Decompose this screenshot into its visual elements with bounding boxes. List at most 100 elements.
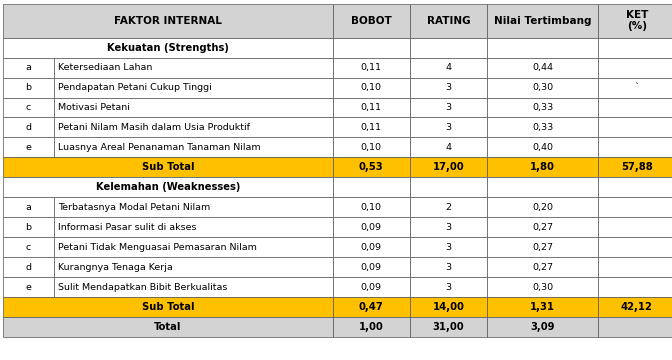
Bar <box>333 237 410 257</box>
Bar <box>487 237 598 257</box>
Bar <box>598 237 672 257</box>
Text: Petani Tidak Menguasai Pemasaran Nilam: Petani Tidak Menguasai Pemasaran Nilam <box>58 243 257 252</box>
Bar <box>487 98 598 117</box>
Bar <box>3 257 54 277</box>
Bar <box>54 138 333 157</box>
Text: 1,80: 1,80 <box>530 162 555 172</box>
Text: Sub Total: Sub Total <box>142 302 194 312</box>
Text: 2: 2 <box>446 203 452 212</box>
Bar <box>598 277 672 297</box>
Bar <box>410 317 487 337</box>
Text: 0,53: 0,53 <box>359 162 384 172</box>
Bar <box>3 58 54 77</box>
Text: 0,27: 0,27 <box>532 263 553 272</box>
Bar <box>598 77 672 98</box>
Text: Motivasi Petani: Motivasi Petani <box>58 103 130 112</box>
Bar <box>598 117 672 138</box>
Bar <box>598 37 672 58</box>
Bar <box>598 297 672 317</box>
Bar <box>3 157 333 177</box>
Bar <box>598 58 672 77</box>
Text: Total: Total <box>155 322 181 332</box>
Bar <box>54 277 333 297</box>
Text: 3: 3 <box>446 243 452 252</box>
Bar <box>598 317 672 337</box>
Text: 17,00: 17,00 <box>433 162 464 172</box>
Bar <box>410 157 487 177</box>
Text: d: d <box>26 123 32 132</box>
Bar <box>487 37 598 58</box>
Bar <box>3 98 54 117</box>
Text: 0,33: 0,33 <box>532 123 553 132</box>
Text: KET
(%): KET (%) <box>626 10 648 31</box>
Bar <box>54 197 333 217</box>
Bar <box>487 58 598 77</box>
Bar <box>487 4 598 37</box>
Bar <box>333 4 410 37</box>
Text: 0,27: 0,27 <box>532 243 553 252</box>
Bar <box>487 217 598 237</box>
Text: 3: 3 <box>446 223 452 232</box>
Bar <box>487 197 598 217</box>
Text: 3: 3 <box>446 283 452 292</box>
Text: 0,33: 0,33 <box>532 103 553 112</box>
Bar <box>333 197 410 217</box>
Bar <box>410 237 487 257</box>
Bar <box>487 317 598 337</box>
Text: 42,12: 42,12 <box>621 302 653 312</box>
Text: b: b <box>26 83 32 92</box>
Bar <box>410 138 487 157</box>
Text: 4: 4 <box>446 63 452 72</box>
Bar <box>487 138 598 157</box>
Bar <box>410 217 487 237</box>
Bar <box>598 197 672 217</box>
Bar <box>3 177 333 197</box>
Bar <box>54 77 333 98</box>
Bar <box>410 77 487 98</box>
Text: 4: 4 <box>446 143 452 152</box>
Text: 0,30: 0,30 <box>532 83 553 92</box>
Bar <box>333 98 410 117</box>
Bar <box>410 277 487 297</box>
Bar <box>54 217 333 237</box>
Text: RATING: RATING <box>427 15 470 26</box>
Text: 0,30: 0,30 <box>532 283 553 292</box>
Text: 0,09: 0,09 <box>361 223 382 232</box>
Text: a: a <box>26 203 32 212</box>
Bar <box>54 257 333 277</box>
Bar <box>410 117 487 138</box>
Text: 0,44: 0,44 <box>532 63 553 72</box>
Text: 3: 3 <box>446 263 452 272</box>
Bar <box>333 157 410 177</box>
Bar <box>333 297 410 317</box>
Text: BOBOT: BOBOT <box>351 15 392 26</box>
Bar <box>410 98 487 117</box>
Text: Kekuatan (Strengths): Kekuatan (Strengths) <box>107 42 229 53</box>
Bar <box>333 37 410 58</box>
Bar <box>3 277 54 297</box>
Bar <box>487 177 598 197</box>
Text: Kelemahan (Weaknesses): Kelemahan (Weaknesses) <box>96 183 240 192</box>
Bar <box>598 4 672 37</box>
Bar <box>3 117 54 138</box>
Bar <box>333 77 410 98</box>
Text: 1,00: 1,00 <box>359 322 384 332</box>
Bar <box>410 177 487 197</box>
Bar <box>54 237 333 257</box>
Text: FAKTOR INTERNAL: FAKTOR INTERNAL <box>114 15 222 26</box>
Text: 0,11: 0,11 <box>361 103 382 112</box>
Text: Petani Nilam Masih dalam Usia Produktif: Petani Nilam Masih dalam Usia Produktif <box>58 123 250 132</box>
Bar <box>54 58 333 77</box>
Bar <box>333 58 410 77</box>
Bar <box>410 197 487 217</box>
Text: 3: 3 <box>446 83 452 92</box>
Text: 0,11: 0,11 <box>361 63 382 72</box>
Bar <box>3 297 333 317</box>
Text: 3,09: 3,09 <box>530 322 555 332</box>
Bar <box>487 297 598 317</box>
Bar <box>54 98 333 117</box>
Bar <box>410 297 487 317</box>
Text: 0,20: 0,20 <box>532 203 553 212</box>
Text: 0,47: 0,47 <box>359 302 384 312</box>
Bar <box>3 237 54 257</box>
